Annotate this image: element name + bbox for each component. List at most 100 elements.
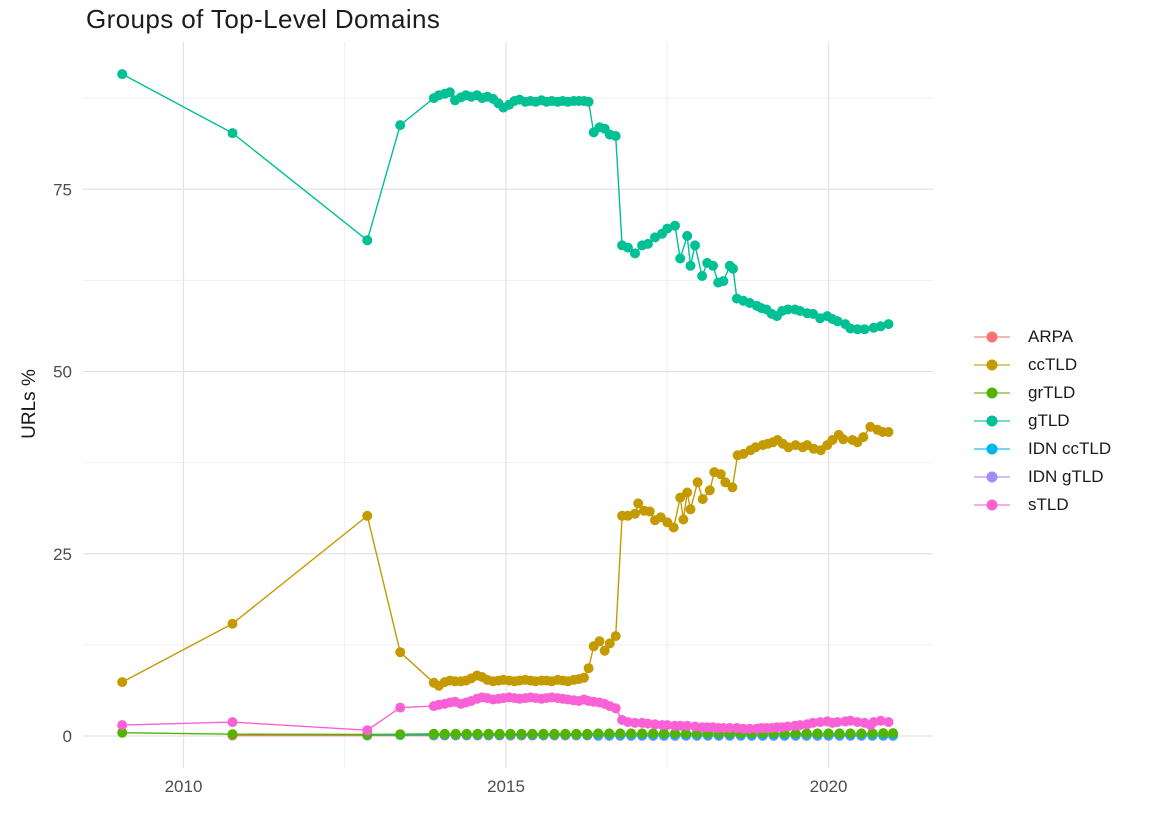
legend-item-idn-cctld: IDN ccTLD (972, 435, 1111, 463)
series-grtld-point (549, 728, 560, 739)
legend-item-idn-gtld: IDN gTLD (972, 463, 1111, 491)
series-stld-point (227, 717, 238, 728)
x-tick-label: 2020 (810, 777, 848, 796)
series-grtld-point (812, 728, 823, 739)
legend-item-cctld: ccTLD (972, 351, 1111, 379)
series-grtld-point (395, 729, 406, 740)
series-grtld-point (571, 728, 582, 739)
legend-label: IDN ccTLD (1028, 439, 1112, 458)
series-stld-point (117, 720, 128, 731)
series-gtld-point (859, 324, 870, 335)
series-stld-point (875, 715, 886, 726)
series-gtld-point (708, 260, 718, 271)
legend: ARPA ccTLD grTLD gTLD IDN ccTLD IDN gTLD sTLD (972, 323, 1111, 519)
series-gtld-point (610, 131, 621, 141)
series-grtld-point (450, 728, 461, 739)
series-gtld-point (117, 69, 128, 80)
series-grtld-point (834, 728, 845, 739)
y-tick-label: 0 (63, 727, 72, 746)
series-cctld-point (858, 432, 869, 443)
y-axis-title: URLs % (19, 369, 40, 439)
y-tick-labels: 0 25 50 75 (53, 180, 72, 746)
legend-key-icon (972, 441, 1012, 457)
series-gtld (117, 69, 894, 335)
series-grtld-point (790, 728, 801, 739)
series-stld-point (362, 725, 373, 736)
series-cctld-point (599, 645, 610, 656)
series-grtld-point (472, 728, 483, 739)
legend-key-icon (972, 329, 1012, 345)
series-cctld-point (227, 618, 238, 629)
minor-gridlines (83, 42, 933, 768)
series-grtld-point (117, 727, 128, 738)
series-cctld-point (704, 485, 715, 496)
series-grtld-point (582, 728, 593, 739)
series-stld-point (744, 723, 755, 734)
legend-key-icon (972, 469, 1012, 485)
legend-item-gtld: gTLD (972, 407, 1111, 435)
series-cctld-line (121, 426, 889, 687)
series-stld-point (662, 720, 673, 731)
series-cctld-point (610, 631, 621, 642)
series-grtld-point (801, 728, 812, 739)
series-gtld-point (718, 276, 729, 287)
series-cctld-point (682, 487, 693, 498)
series-gtld-line (121, 73, 889, 330)
series-cctld-point (685, 504, 696, 515)
legend-label: ARPA (1028, 327, 1074, 346)
series-cctld-point (675, 492, 686, 503)
series-grtld-point (648, 728, 659, 739)
series-gtld-point (883, 319, 894, 330)
series-grtld-point (439, 728, 450, 739)
series-cctld-point (117, 677, 128, 688)
series-stld-point (675, 720, 686, 731)
series-grtld-point (604, 728, 615, 739)
series-gtld-point (670, 220, 680, 231)
series-gtld-point (852, 324, 863, 335)
series-gtld-point (685, 260, 696, 271)
legend-label: ccTLD (1028, 355, 1078, 374)
series-grtld-point (626, 728, 637, 739)
legend-label: grTLD (1028, 383, 1076, 402)
series-cctld-point (362, 510, 373, 521)
series-gtld-point (697, 271, 708, 281)
chart-title: Groups of Top-Level Domains (86, 4, 441, 34)
series-stld-point (630, 717, 640, 728)
series-gtld-point (682, 230, 693, 241)
series-gtld-point (395, 120, 406, 131)
series-grtld-point (527, 728, 538, 739)
series-cctld-point (630, 508, 640, 519)
series-gtld-point (362, 235, 373, 246)
series-grtld-point (494, 728, 505, 739)
legend-key-icon (972, 497, 1012, 513)
series-cctld-point (715, 469, 726, 480)
series-gtld-point (227, 128, 238, 139)
series-cctld-point (720, 477, 731, 488)
series-cctld-point (604, 638, 615, 649)
series-grtld-point (637, 728, 648, 739)
series-cctld-point (692, 477, 703, 488)
series-cctld-point (395, 647, 406, 658)
y-tick-label: 75 (53, 180, 72, 199)
series-gtld-point (444, 87, 455, 98)
series-cctld (117, 421, 894, 691)
legend-key-icon (972, 413, 1012, 429)
series-gtld-point (662, 223, 673, 234)
series-grtld-point (681, 728, 691, 739)
series-cctld-point (583, 663, 594, 674)
series-gtld-point (690, 240, 700, 251)
series-cctld-point (838, 434, 849, 445)
series-grtld-point (461, 728, 472, 739)
series-cctld-point (883, 427, 894, 437)
series-grtld-point (659, 728, 669, 739)
legend-item-grtld: grTLD (972, 379, 1111, 407)
legend-item-arpa: ARPA (972, 323, 1111, 351)
series-cctld-point (644, 506, 655, 517)
series-gtld-point (875, 321, 886, 332)
series-gtld-point (675, 253, 686, 264)
series-gtld-point (782, 304, 793, 315)
series-grtld-point (538, 728, 549, 739)
series-gtld-point (642, 238, 653, 249)
